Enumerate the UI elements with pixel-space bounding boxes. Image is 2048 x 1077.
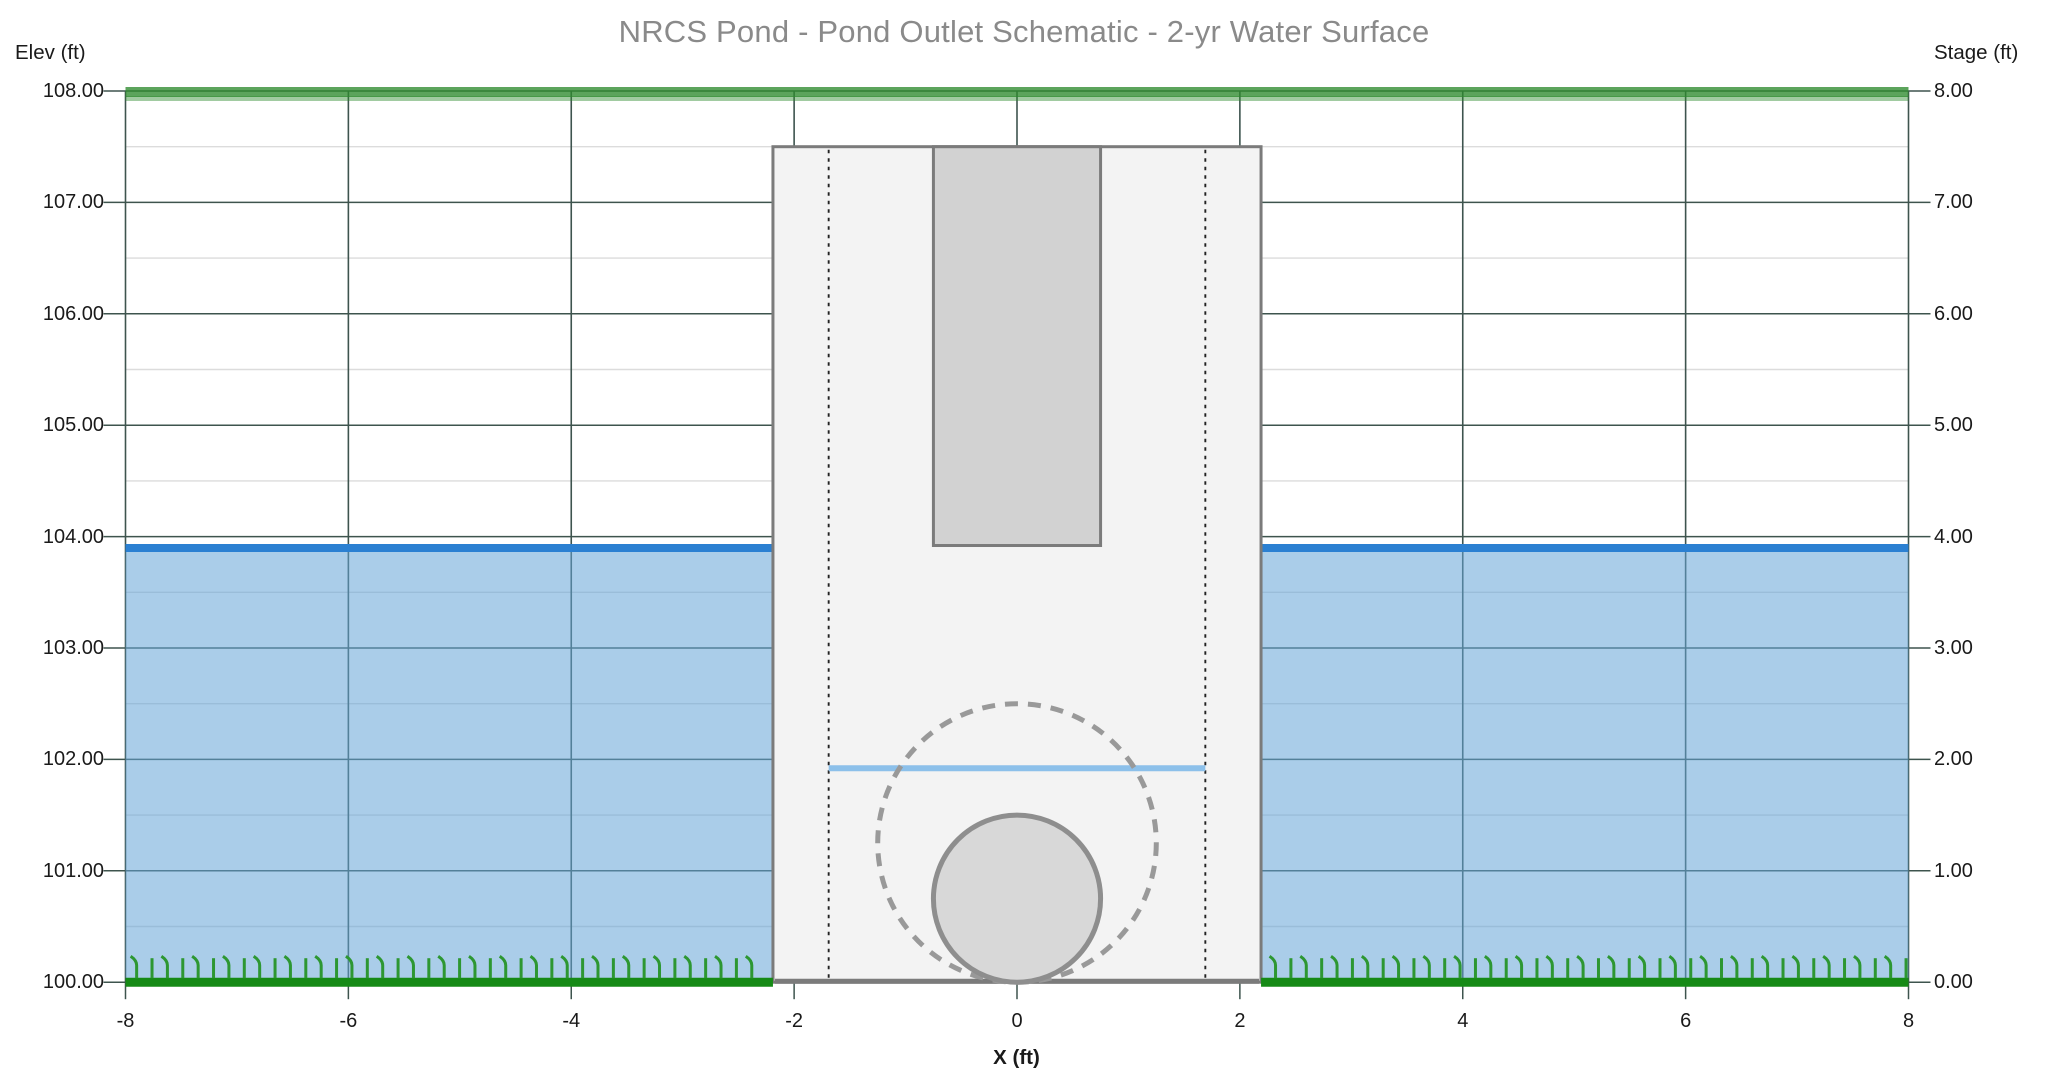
right-axis-tick-label: 6.00 (1934, 302, 1973, 325)
chart-title: NRCS Pond - Pond Outlet Schematic - 2-yr… (618, 14, 1430, 49)
left-axis-tick-label: 107.00 (42, 191, 104, 214)
left-axis-tick-label: 104.00 (42, 525, 104, 548)
barrel-pipe-circle (930, 812, 1104, 985)
riser-cap (931, 145, 1103, 548)
left-axis-tick-label: 108.00 (42, 80, 104, 102)
right-axis-tick-label: 1.00 (1934, 859, 1973, 882)
left-axis-tick-label: 102.00 (42, 748, 104, 771)
right-axis-tick-label: 3.00 (1934, 637, 1973, 659)
right-axis-tick-label: 0.00 (1934, 971, 1973, 994)
x-axis-tick-label: -4 (562, 1010, 581, 1032)
x-axis-tick-label: -2 (785, 1010, 804, 1032)
x-axis-tick-label: 0 (1011, 1010, 1023, 1032)
right-axis-title: Stage (ft) (1934, 41, 2019, 64)
left-axis-tick-label: 100.00 (42, 971, 104, 994)
grass-tufts (129, 954, 1908, 979)
x-axis-tick-label: 2 (1234, 1010, 1246, 1032)
x-axis-tick-label: -8 (116, 1010, 135, 1032)
left-axis-tick-label: 103.00 (42, 637, 104, 659)
left-axis-tick-label: 101.00 (42, 859, 104, 882)
left-axis-tick-label: 105.00 (42, 414, 104, 437)
x-axis-tick-label: 4 (1457, 1010, 1469, 1032)
left-axis-title: Elev (ft) (15, 41, 86, 64)
x-axis-tick-label: -6 (339, 1010, 358, 1032)
right-axis-tick-label: 5.00 (1934, 414, 1973, 437)
left-axis-tick-label: 106.00 (42, 302, 104, 325)
x-axis-tick-label: 6 (1680, 1010, 1692, 1032)
right-axis-tick-label: 2.00 (1934, 748, 1973, 771)
top-of-dam-line (125, 87, 1909, 101)
x-axis-tick-label: 8 (1902, 1010, 1915, 1032)
right-axis-tick-label: 4.00 (1934, 525, 1973, 548)
x-axis-title: X (ft) (993, 1046, 1040, 1069)
riser-inner-wall-dotted (827, 149, 1207, 981)
pond-water (125, 543, 1909, 983)
right-axis-tick-label: 7.00 (1934, 191, 1973, 214)
right-axis-tick-label: 8.00 (1934, 80, 1973, 102)
